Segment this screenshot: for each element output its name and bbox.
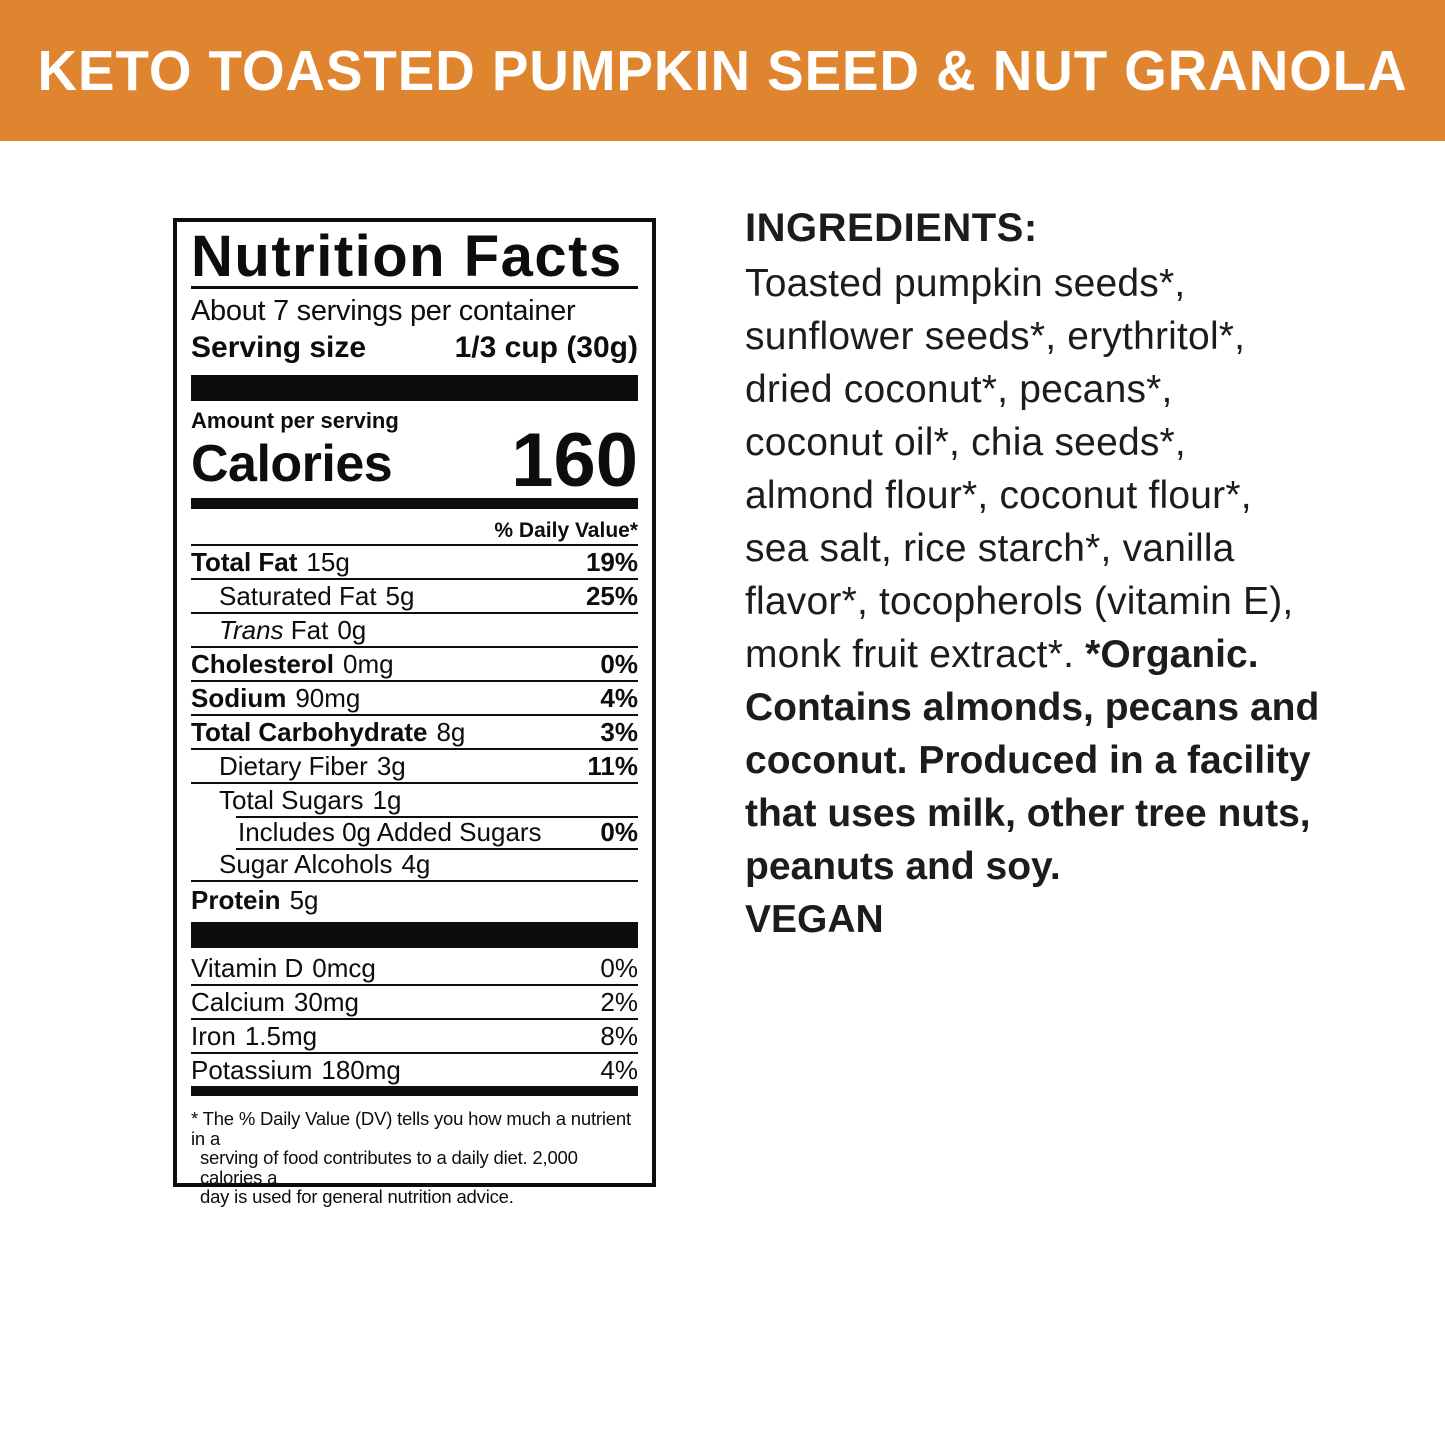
ingredients-section: INGREDIENTS: Toasted pumpkin seeds*, sun… (745, 205, 1405, 946)
daily-value-footnote: * The % Daily Value (DV) tells you how m… (191, 1108, 631, 1207)
servings-per-container: About 7 servings per container (191, 295, 576, 327)
ingredients-text: Toasted pumpkin seeds*, sunflower seeds*… (745, 257, 1405, 946)
nutrient-row-total-carbohydrate: Total Carbohydrate 8g 3% (191, 714, 638, 748)
calories-label: Calories (191, 435, 393, 493)
divider-bar-medium (191, 1086, 638, 1096)
amount-per-serving-label: Amount per serving (191, 408, 399, 433)
serving-size-value: 1/3 cup (30g) (454, 331, 638, 364)
micronutrient-row-vitamin-d: Vitamin D 0mcg 0% (191, 952, 638, 983)
micronutrient-row-calcium: Calcium 30mg 2% (191, 984, 638, 1018)
divider-bar-thick (191, 922, 638, 948)
nutrient-row-protein: Protein 5g (191, 880, 638, 918)
ingredients-heading: INGREDIENTS: (745, 206, 1038, 250)
product-banner: KETO TOASTED PUMPKIN SEED & NUT GRANOLA (0, 0, 1445, 141)
vegan-label: VEGAN (745, 898, 884, 941)
nutrition-facts-title: Nutrition Facts (191, 226, 638, 289)
micronutrient-row-potassium: Potassium 180mg 4% (191, 1052, 638, 1086)
daily-value-header: % Daily Value* (494, 519, 638, 542)
nutrient-row-trans-fat: Trans Fat 0g (191, 612, 638, 646)
nutrition-facts-panel: Nutrition Facts About 7 servings per con… (173, 218, 656, 1206)
calories-row: Calories 160 (191, 418, 638, 503)
serving-size-label: Serving size (191, 331, 367, 364)
divider-bar-medium (191, 498, 638, 509)
serving-size-row: Serving size 1/3 cup (30g) (191, 329, 638, 366)
nutrient-row-total-sugars: Total Sugars 1g (191, 782, 638, 816)
nutrient-row-total-fat: Total Fat 15g 19% (191, 544, 638, 578)
nutrient-row-sodium: Sodium 90mg 4% (191, 680, 638, 714)
calories-value: 160 (511, 418, 638, 503)
nutrient-row-sugar-alcohols: Sugar Alcohols 4g (191, 848, 638, 880)
nutrient-row-cholesterol: Cholesterol 0mg 0% (191, 646, 638, 680)
nutrient-row-saturated-fat: Saturated Fat 5g 25% (191, 578, 638, 612)
divider-bar-thick (191, 375, 638, 401)
nutrient-row-added-sugars: Includes 0g Added Sugars 0% (191, 816, 638, 848)
micronutrient-row-iron: Iron 1.5mg 8% (191, 1018, 638, 1052)
product-title: KETO TOASTED PUMPKIN SEED & NUT GRANOLA (37, 38, 1408, 103)
nutrient-row-dietary-fiber: Dietary Fiber 3g 11% (191, 748, 638, 782)
